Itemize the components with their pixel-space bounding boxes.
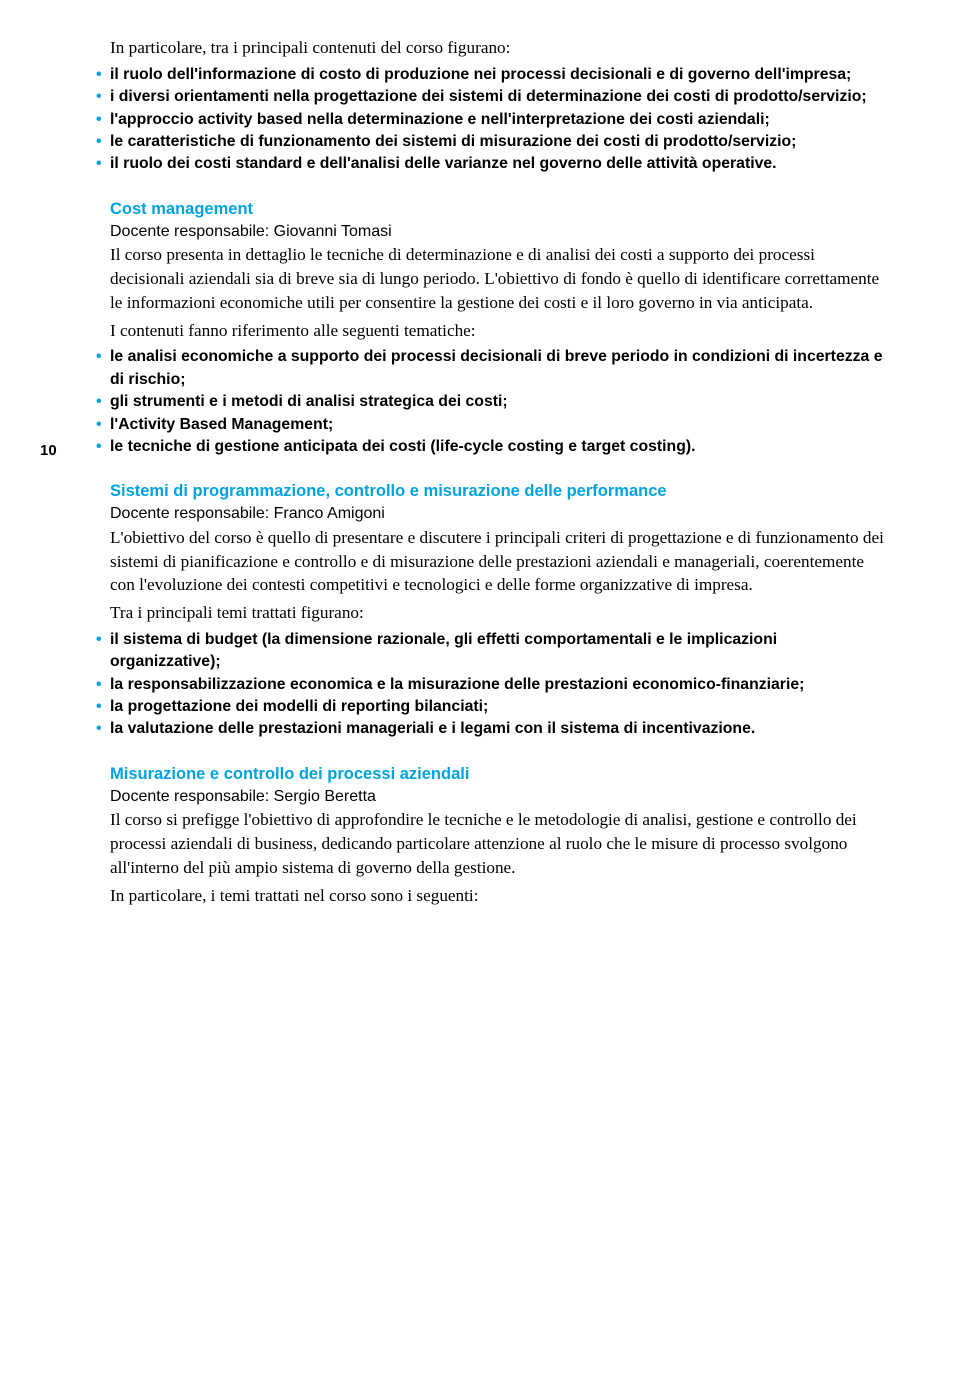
list-item: l'approccio activity based nella determi… [96,109,890,131]
intro-bullets: il ruolo dell'informazione di costo di p… [110,64,890,176]
section-body: L'obiettivo del corso è quello di presen… [110,526,890,597]
list-item: l'Activity Based Management; [96,414,890,436]
section-heading: Misurazione e controllo dei processi azi… [110,763,890,786]
list-item: il ruolo dell'informazione di costo di p… [96,64,890,86]
section-body: Il corso presenta in dettaglio le tecnic… [110,243,890,314]
section-misurazione-controllo: Misurazione e controllo dei processi azi… [110,763,890,907]
section-heading: Sistemi di programmazione, controllo e m… [110,480,890,503]
section-bullets: le analisi economiche a supporto dei pro… [110,346,890,458]
section-cost-management: Cost management Docente responsabile: Gi… [110,198,890,459]
docente-line: Docente responsabile: Franco Amigoni [110,503,890,526]
section-body2: Tra i principali temi trattati figurano: [110,601,890,625]
docente-line: Docente responsabile: Giovanni Tomasi [110,221,890,244]
section-body2: I contenuti fanno riferimento alle segue… [110,319,890,343]
list-item: i diversi orientamenti nella progettazio… [96,86,890,108]
section-bullets: il sistema di budget (la dimensione razi… [110,629,890,741]
list-item: gli strumenti e i metodi di analisi stra… [96,391,890,413]
page-number: 10 [40,442,57,459]
intro-lead: In particolare, tra i principali contenu… [110,36,890,60]
section-heading: Cost management [110,198,890,221]
section-sistemi-programmazione: Sistemi di programmazione, controllo e m… [110,480,890,741]
list-item: la responsabilizzazione economica e la m… [96,674,890,696]
list-item: le analisi economiche a supporto dei pro… [96,346,890,391]
list-item: il ruolo dei costi standard e dell'anali… [96,153,890,175]
section-body: Il corso si prefigge l'obiettivo di appr… [110,808,890,879]
section-body2: In particolare, i temi trattati nel cors… [110,884,890,908]
list-item: il sistema di budget (la dimensione razi… [96,629,890,674]
intro-block: In particolare, tra i principali contenu… [110,36,890,176]
list-item: le caratteristiche di funzionamento dei … [96,131,890,153]
docente-line: Docente responsabile: Sergio Beretta [110,786,890,809]
list-item: la progettazione dei modelli di reportin… [96,696,890,718]
list-item: la valutazione delle prestazioni manager… [96,718,890,740]
list-item: le tecniche di gestione anticipata dei c… [96,436,890,458]
